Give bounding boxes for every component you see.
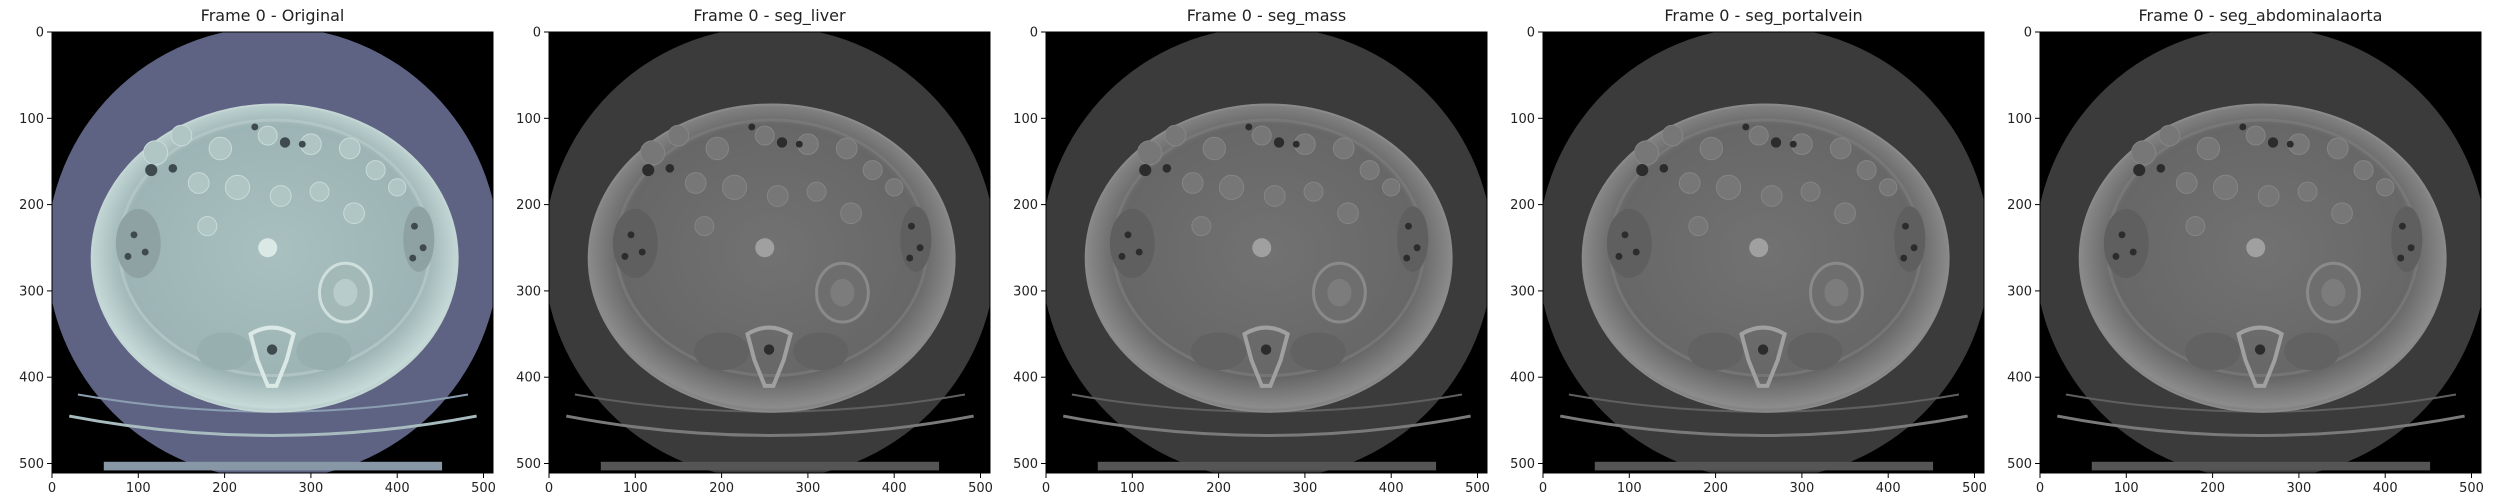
x-tick-label: 500 <box>1962 481 1987 496</box>
axes-frame <box>2039 31 2482 474</box>
y-tick-label: 200 <box>516 198 541 213</box>
y-tick-label: 500 <box>1013 457 1038 472</box>
patient-body <box>90 103 459 413</box>
x-tick-label: 400 <box>882 481 907 496</box>
ct-image <box>549 32 990 473</box>
y-tick-label: 400 <box>2007 371 2032 386</box>
image-panel-2: Frame 0 - seg_liver 0 0 100 100 200 200 300 300 4… <box>516 6 993 496</box>
y-tick-label: 400 <box>516 371 541 386</box>
x-tick-label: 200 <box>1206 481 1231 496</box>
y-tick-label: 100 <box>2007 112 2032 127</box>
x-tick-label: 0 <box>48 481 56 496</box>
y-tick-label: 100 <box>1510 112 1535 127</box>
y-tick-label: 500 <box>516 457 541 472</box>
x-tick-label: 300 <box>298 481 323 496</box>
y-tick-label: 0 <box>36 26 44 41</box>
x-tick-label: 400 <box>385 481 410 496</box>
patient-body <box>2078 103 2447 413</box>
x-tick-label: 200 <box>2200 481 2225 496</box>
x-tick-label: 300 <box>1292 481 1317 496</box>
x-tick-label: 400 <box>1876 481 1901 496</box>
y-tick-label: 100 <box>19 112 44 127</box>
x-tick-label: 100 <box>623 481 648 496</box>
patient-body <box>587 103 956 413</box>
image-panel-3: Frame 0 - seg_mass 0 0 100 100 200 200 300 300 40… <box>1013 6 1490 496</box>
panel-title: Frame 0 - Original <box>201 6 345 25</box>
panel-title: Frame 0 - seg_abdominalaorta <box>2139 6 2383 26</box>
axes-frame <box>548 31 991 474</box>
x-tick-label: 0 <box>545 481 553 496</box>
panel-title: Frame 0 - seg_mass <box>1187 6 1346 26</box>
y-tick-label: 0 <box>1030 26 1038 41</box>
y-tick-label: 500 <box>1510 457 1535 472</box>
y-tick-label: 300 <box>1510 284 1535 299</box>
x-tick-label: 200 <box>709 481 734 496</box>
x-tick-label: 100 <box>1617 481 1642 496</box>
y-tick-label: 200 <box>19 198 44 213</box>
ct-image <box>2040 32 2481 473</box>
y-tick-label: 300 <box>19 284 44 299</box>
y-tick-label: 0 <box>2024 26 2032 41</box>
ct-image <box>52 32 493 473</box>
x-tick-label: 0 <box>2036 481 2044 496</box>
y-tick-label: 200 <box>1510 198 1535 213</box>
x-tick-label: 500 <box>2459 481 2484 496</box>
y-tick-label: 100 <box>516 112 541 127</box>
y-tick-label: 400 <box>1510 371 1535 386</box>
panel-title: Frame 0 - seg_portalvein <box>1664 6 1862 26</box>
y-tick-label: 0 <box>1527 26 1535 41</box>
y-tick-label: 400 <box>1013 371 1038 386</box>
ct-image <box>1543 32 1984 473</box>
x-tick-label: 200 <box>212 481 237 496</box>
y-tick-label: 300 <box>1013 284 1038 299</box>
x-tick-label: 500 <box>471 481 496 496</box>
x-tick-label: 0 <box>1042 481 1050 496</box>
x-tick-label: 0 <box>1539 481 1547 496</box>
y-tick-label: 0 <box>533 26 541 41</box>
x-tick-label: 300 <box>2286 481 2311 496</box>
y-tick-label: 300 <box>516 284 541 299</box>
x-tick-label: 100 <box>126 481 151 496</box>
x-tick-label: 400 <box>2373 481 2398 496</box>
x-tick-label: 500 <box>1465 481 1490 496</box>
x-tick-label: 500 <box>968 481 993 496</box>
y-tick-label: 100 <box>1013 112 1038 127</box>
y-tick-label: 200 <box>2007 198 2032 213</box>
y-tick-label: 300 <box>2007 284 2032 299</box>
y-tick-label: 400 <box>19 371 44 386</box>
x-tick-label: 300 <box>795 481 820 496</box>
y-tick-label: 500 <box>2007 457 2032 472</box>
y-tick-label: 200 <box>1013 198 1038 213</box>
axes-frame <box>1045 31 1488 474</box>
image-panel-1: Frame 0 - Original 0 0 100 100 200 200 300 300 40… <box>19 6 496 496</box>
x-tick-label: 100 <box>1120 481 1145 496</box>
x-tick-label: 200 <box>1703 481 1728 496</box>
patient-body <box>1581 103 1950 413</box>
y-tick-label: 500 <box>19 457 44 472</box>
patient-body <box>1084 103 1453 413</box>
panel-title: Frame 0 - seg_liver <box>693 6 846 26</box>
axes-frame <box>1542 31 1985 474</box>
x-tick-label: 300 <box>1789 481 1814 496</box>
x-tick-label: 100 <box>2114 481 2139 496</box>
x-tick-label: 400 <box>1379 481 1404 496</box>
image-panel-5: Frame 0 - seg_abdominalaorta 0 0 100 100 200 2… <box>2007 6 2484 496</box>
axes-frame <box>51 31 494 474</box>
image-panel-4: Frame 0 - seg_portalvein 0 0 100 100 200 200 30… <box>1510 6 1987 496</box>
ct-image <box>1046 32 1487 473</box>
